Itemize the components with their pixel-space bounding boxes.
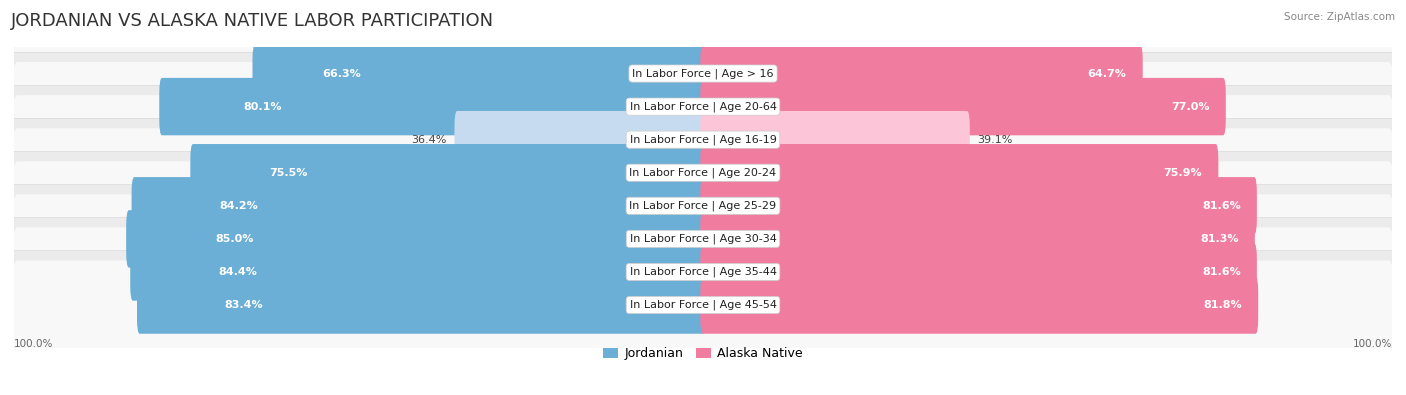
FancyBboxPatch shape — [700, 276, 1258, 334]
FancyBboxPatch shape — [13, 128, 1393, 217]
Legend: Jordanian, Alaska Native: Jordanian, Alaska Native — [598, 342, 808, 365]
FancyBboxPatch shape — [700, 144, 1219, 201]
Text: In Labor Force | Age 20-24: In Labor Force | Age 20-24 — [630, 167, 776, 178]
Text: 84.2%: 84.2% — [219, 201, 259, 211]
FancyBboxPatch shape — [7, 52, 1399, 161]
Text: 83.4%: 83.4% — [224, 300, 263, 310]
Text: In Labor Force | Age 45-54: In Labor Force | Age 45-54 — [630, 300, 776, 310]
FancyBboxPatch shape — [700, 177, 1257, 235]
FancyBboxPatch shape — [13, 62, 1393, 151]
FancyBboxPatch shape — [13, 95, 1393, 184]
Text: In Labor Force | Age 30-34: In Labor Force | Age 30-34 — [630, 233, 776, 244]
Text: In Labor Force | Age 20-64: In Labor Force | Age 20-64 — [630, 102, 776, 112]
FancyBboxPatch shape — [7, 184, 1399, 293]
FancyBboxPatch shape — [13, 161, 1393, 250]
Text: 85.0%: 85.0% — [215, 234, 253, 244]
FancyBboxPatch shape — [7, 218, 1399, 326]
Text: 81.8%: 81.8% — [1204, 300, 1241, 310]
Text: Source: ZipAtlas.com: Source: ZipAtlas.com — [1284, 12, 1395, 22]
Text: 80.1%: 80.1% — [243, 102, 281, 112]
FancyBboxPatch shape — [700, 111, 970, 168]
Text: 64.7%: 64.7% — [1088, 69, 1126, 79]
FancyBboxPatch shape — [700, 243, 1257, 301]
FancyBboxPatch shape — [7, 19, 1399, 128]
FancyBboxPatch shape — [13, 228, 1393, 316]
FancyBboxPatch shape — [7, 85, 1399, 194]
Text: 39.1%: 39.1% — [977, 135, 1012, 145]
Text: In Labor Force | Age 35-44: In Labor Force | Age 35-44 — [630, 267, 776, 277]
Text: 81.6%: 81.6% — [1202, 267, 1240, 277]
FancyBboxPatch shape — [132, 177, 706, 235]
FancyBboxPatch shape — [13, 29, 1393, 118]
FancyBboxPatch shape — [454, 111, 706, 168]
Text: In Labor Force | Age 16-19: In Labor Force | Age 16-19 — [630, 134, 776, 145]
FancyBboxPatch shape — [253, 45, 706, 102]
Text: JORDANIAN VS ALASKA NATIVE LABOR PARTICIPATION: JORDANIAN VS ALASKA NATIVE LABOR PARTICI… — [11, 12, 495, 30]
FancyBboxPatch shape — [190, 144, 706, 201]
FancyBboxPatch shape — [700, 78, 1226, 135]
Text: 81.3%: 81.3% — [1201, 234, 1239, 244]
Text: 77.0%: 77.0% — [1171, 102, 1209, 112]
Text: 36.4%: 36.4% — [412, 135, 447, 145]
FancyBboxPatch shape — [7, 118, 1399, 227]
Text: 66.3%: 66.3% — [322, 69, 361, 79]
FancyBboxPatch shape — [7, 250, 1399, 359]
FancyBboxPatch shape — [13, 194, 1393, 284]
Text: 81.6%: 81.6% — [1202, 201, 1240, 211]
Text: 75.5%: 75.5% — [270, 168, 308, 178]
Text: In Labor Force | Age 25-29: In Labor Force | Age 25-29 — [630, 201, 776, 211]
Text: 100.0%: 100.0% — [1353, 339, 1392, 349]
FancyBboxPatch shape — [136, 276, 706, 334]
FancyBboxPatch shape — [131, 243, 706, 301]
FancyBboxPatch shape — [700, 210, 1254, 267]
FancyBboxPatch shape — [7, 151, 1399, 260]
FancyBboxPatch shape — [700, 45, 1143, 102]
Text: In Labor Force | Age > 16: In Labor Force | Age > 16 — [633, 68, 773, 79]
Text: 84.4%: 84.4% — [218, 267, 257, 277]
Text: 75.9%: 75.9% — [1164, 168, 1202, 178]
FancyBboxPatch shape — [159, 78, 706, 135]
FancyBboxPatch shape — [127, 210, 706, 267]
FancyBboxPatch shape — [13, 260, 1393, 350]
Text: 100.0%: 100.0% — [14, 339, 53, 349]
